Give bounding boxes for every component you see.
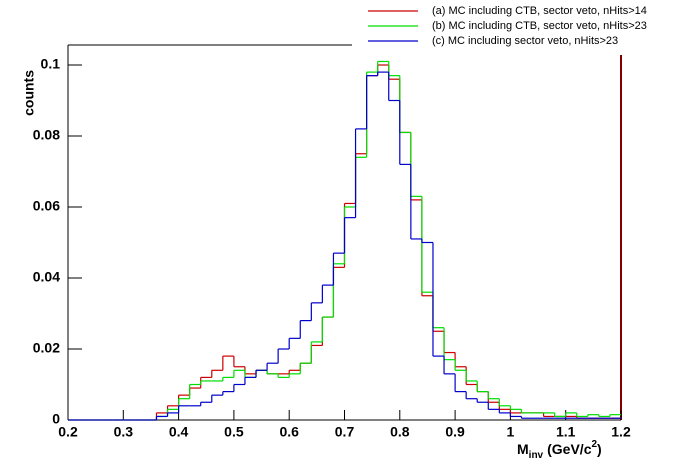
y-axis-label: counts — [21, 70, 37, 116]
legend: (a) MC including CTB, sector veto, nHits… — [355, 0, 688, 55]
x-tick-label: 1.1 — [556, 424, 576, 440]
x-tick-label: 0.5 — [224, 424, 244, 440]
legend-label: (b) MC including CTB, sector veto, nHits… — [432, 20, 647, 32]
x-tick-label: 1.2 — [611, 424, 631, 440]
x-tick-label: 0.9 — [445, 424, 465, 440]
y-tick-label: 0 — [52, 411, 60, 427]
x-tick-label: 0.2 — [58, 424, 78, 440]
legend-box — [355, 0, 688, 55]
x-axis-label: Minv (GeV/c2) — [517, 439, 602, 461]
x-tick-label: 0.7 — [335, 424, 355, 440]
x-tick-label: 0.8 — [390, 424, 410, 440]
legend-label: (c) MC including sector veto, nHits>23 — [432, 35, 618, 47]
legend-label: (a) MC including CTB, sector veto, nHits… — [432, 5, 647, 17]
x-tick-label: 0.4 — [169, 424, 189, 440]
x-tick-label: 0.6 — [279, 424, 299, 440]
y-tick-label: 0.04 — [33, 269, 60, 285]
y-tick-label: 0.08 — [33, 127, 60, 143]
x-tick-label: 0.3 — [114, 424, 134, 440]
y-tick-label: 0.06 — [33, 198, 60, 214]
y-tick-label: 0.1 — [41, 56, 61, 72]
histogram-connector — [155, 72, 523, 420]
y-tick-label: 0.02 — [33, 340, 60, 356]
x-tick-label: 1 — [507, 424, 515, 440]
